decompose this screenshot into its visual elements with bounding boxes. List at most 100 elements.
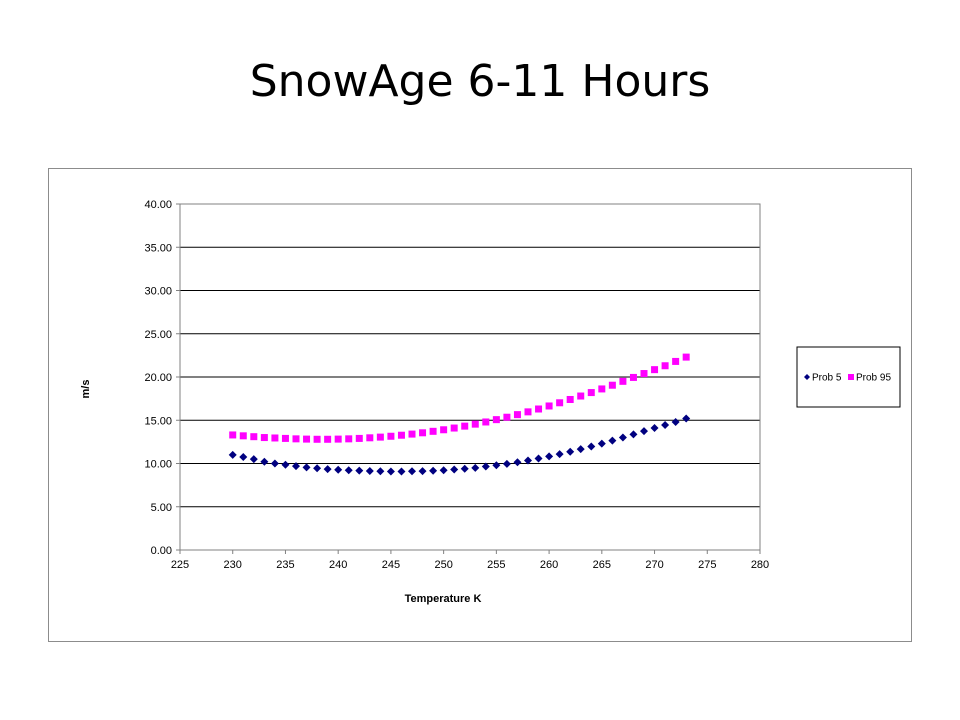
- axis-ticks: 0.00 5.00 10.00 15.00 20.00 25.00 30.00 35.00 40…: [144, 199, 769, 571]
- data-point-prob-95: [334, 435, 342, 443]
- data-point-prob-5: [608, 436, 617, 445]
- y-axis-title: m/s: [80, 380, 92, 399]
- legend-item-prob-5: Prob 5: [804, 373, 842, 384]
- data-point-prob-95: [513, 411, 521, 419]
- y-tick-label: 25.00: [144, 329, 172, 341]
- data-point-prob-95: [397, 431, 405, 439]
- data-point-prob-5: [629, 430, 638, 439]
- data-point-prob-5: [597, 439, 606, 448]
- data-point-prob-5: [650, 424, 659, 433]
- data-point-prob-5: [281, 460, 290, 469]
- data-point-prob-95: [281, 434, 289, 442]
- x-tick-label: 265: [593, 559, 611, 571]
- data-point-prob-5: [429, 466, 438, 475]
- data-point-prob-95: [556, 399, 564, 407]
- data-point-prob-95: [545, 402, 553, 410]
- data-point-prob-5: [555, 450, 564, 459]
- data-point-prob-5: [576, 445, 585, 454]
- data-point-prob-95: [387, 432, 395, 440]
- data-point-prob-5: [260, 457, 269, 466]
- data-point-prob-5: [450, 465, 459, 474]
- data-point-prob-5: [566, 447, 575, 456]
- data-point-prob-95: [482, 418, 490, 426]
- x-axis-title: Temperature K: [405, 593, 482, 605]
- data-point-prob-95: [303, 435, 311, 443]
- x-tick-label: 280: [751, 559, 769, 571]
- data-point-prob-95: [355, 434, 363, 442]
- y-tick-label: 0.00: [151, 545, 172, 557]
- data-point-prob-95: [229, 431, 237, 439]
- data-point-prob-95: [503, 413, 511, 421]
- legend: Prob 5 Prob 95: [796, 346, 901, 408]
- data-point-prob-5: [460, 464, 469, 473]
- data-point-prob-5: [408, 467, 416, 476]
- data-point-prob-95: [292, 435, 300, 443]
- data-point-prob-95: [672, 357, 680, 365]
- slide-title: SnowAge 6-11 Hours: [249, 56, 711, 107]
- legend-marker: [804, 374, 810, 380]
- data-point-prob-5: [302, 463, 311, 472]
- data-point-prob-5: [270, 459, 279, 468]
- data-point-prob-95: [239, 432, 247, 440]
- data-point-prob-95: [524, 408, 532, 416]
- data-point-prob-5: [397, 467, 406, 476]
- data-point-prob-95: [461, 422, 469, 430]
- data-point-prob-95: [408, 430, 416, 438]
- y-tick-label: 15.00: [144, 415, 172, 427]
- data-point-prob-95: [587, 389, 595, 397]
- data-point-prob-5: [313, 464, 322, 473]
- x-tick-label: 260: [540, 559, 558, 571]
- data-point-prob-95: [577, 392, 585, 400]
- data-point-prob-95: [250, 433, 258, 441]
- data-point-prob-5: [671, 417, 680, 426]
- series-prob-95: [229, 353, 690, 443]
- data-point-prob-95: [260, 434, 268, 442]
- data-point-prob-95: [651, 366, 659, 374]
- x-tick-label: 250: [434, 559, 452, 571]
- data-point-prob-95: [440, 426, 448, 434]
- data-point-prob-95: [629, 373, 637, 381]
- y-tick-label: 40.00: [144, 199, 172, 211]
- x-tick-label: 225: [171, 559, 189, 571]
- x-tick-label: 270: [645, 559, 663, 571]
- x-tick-label: 230: [224, 559, 242, 571]
- data-point-prob-95: [619, 377, 627, 385]
- data-point-prob-5: [334, 465, 343, 474]
- data-point-prob-95: [450, 424, 458, 432]
- data-point-prob-5: [376, 467, 385, 476]
- data-point-prob-95: [608, 381, 616, 389]
- y-tick-label: 5.00: [151, 502, 172, 514]
- legend-label: Prob 95: [856, 373, 891, 384]
- scatter-chart: 0.00 5.00 10.00 15.00 20.00 25.00 30.00 35.00 40…: [80, 199, 901, 605]
- data-point-prob-5: [492, 461, 501, 470]
- series-prob-5: [228, 414, 691, 476]
- data-point-prob-95: [535, 405, 543, 413]
- data-point-prob-5: [481, 462, 490, 471]
- data-point-prob-5: [292, 462, 300, 471]
- x-tick-label: 235: [276, 559, 294, 571]
- x-tick-label: 245: [382, 559, 400, 571]
- data-point-prob-95: [313, 435, 321, 443]
- data-point-prob-5: [249, 455, 258, 464]
- data-point-prob-5: [524, 456, 532, 465]
- y-tick-label: 20.00: [144, 372, 172, 384]
- data-point-prob-95: [324, 435, 332, 443]
- data-point-prob-95: [376, 433, 384, 441]
- data-point-prob-5: [418, 467, 427, 476]
- data-point-prob-5: [682, 414, 691, 423]
- data-point-prob-5: [640, 427, 648, 436]
- data-point-prob-5: [513, 458, 522, 467]
- y-tick-label: 35.00: [144, 242, 172, 254]
- data-point-prob-95: [271, 434, 279, 442]
- data-point-prob-5: [545, 452, 554, 461]
- data-point-prob-95: [682, 353, 690, 361]
- data-point-prob-5: [323, 465, 332, 474]
- y-tick-label: 30.00: [144, 286, 172, 298]
- data-point-prob-95: [492, 416, 500, 424]
- data-point-prob-5: [587, 442, 596, 451]
- data-point-prob-5: [618, 433, 627, 442]
- data-point-prob-5: [439, 466, 448, 475]
- data-point-prob-5: [502, 459, 511, 468]
- y-tick-label: 10.00: [144, 459, 172, 471]
- data-point-prob-5: [239, 453, 248, 462]
